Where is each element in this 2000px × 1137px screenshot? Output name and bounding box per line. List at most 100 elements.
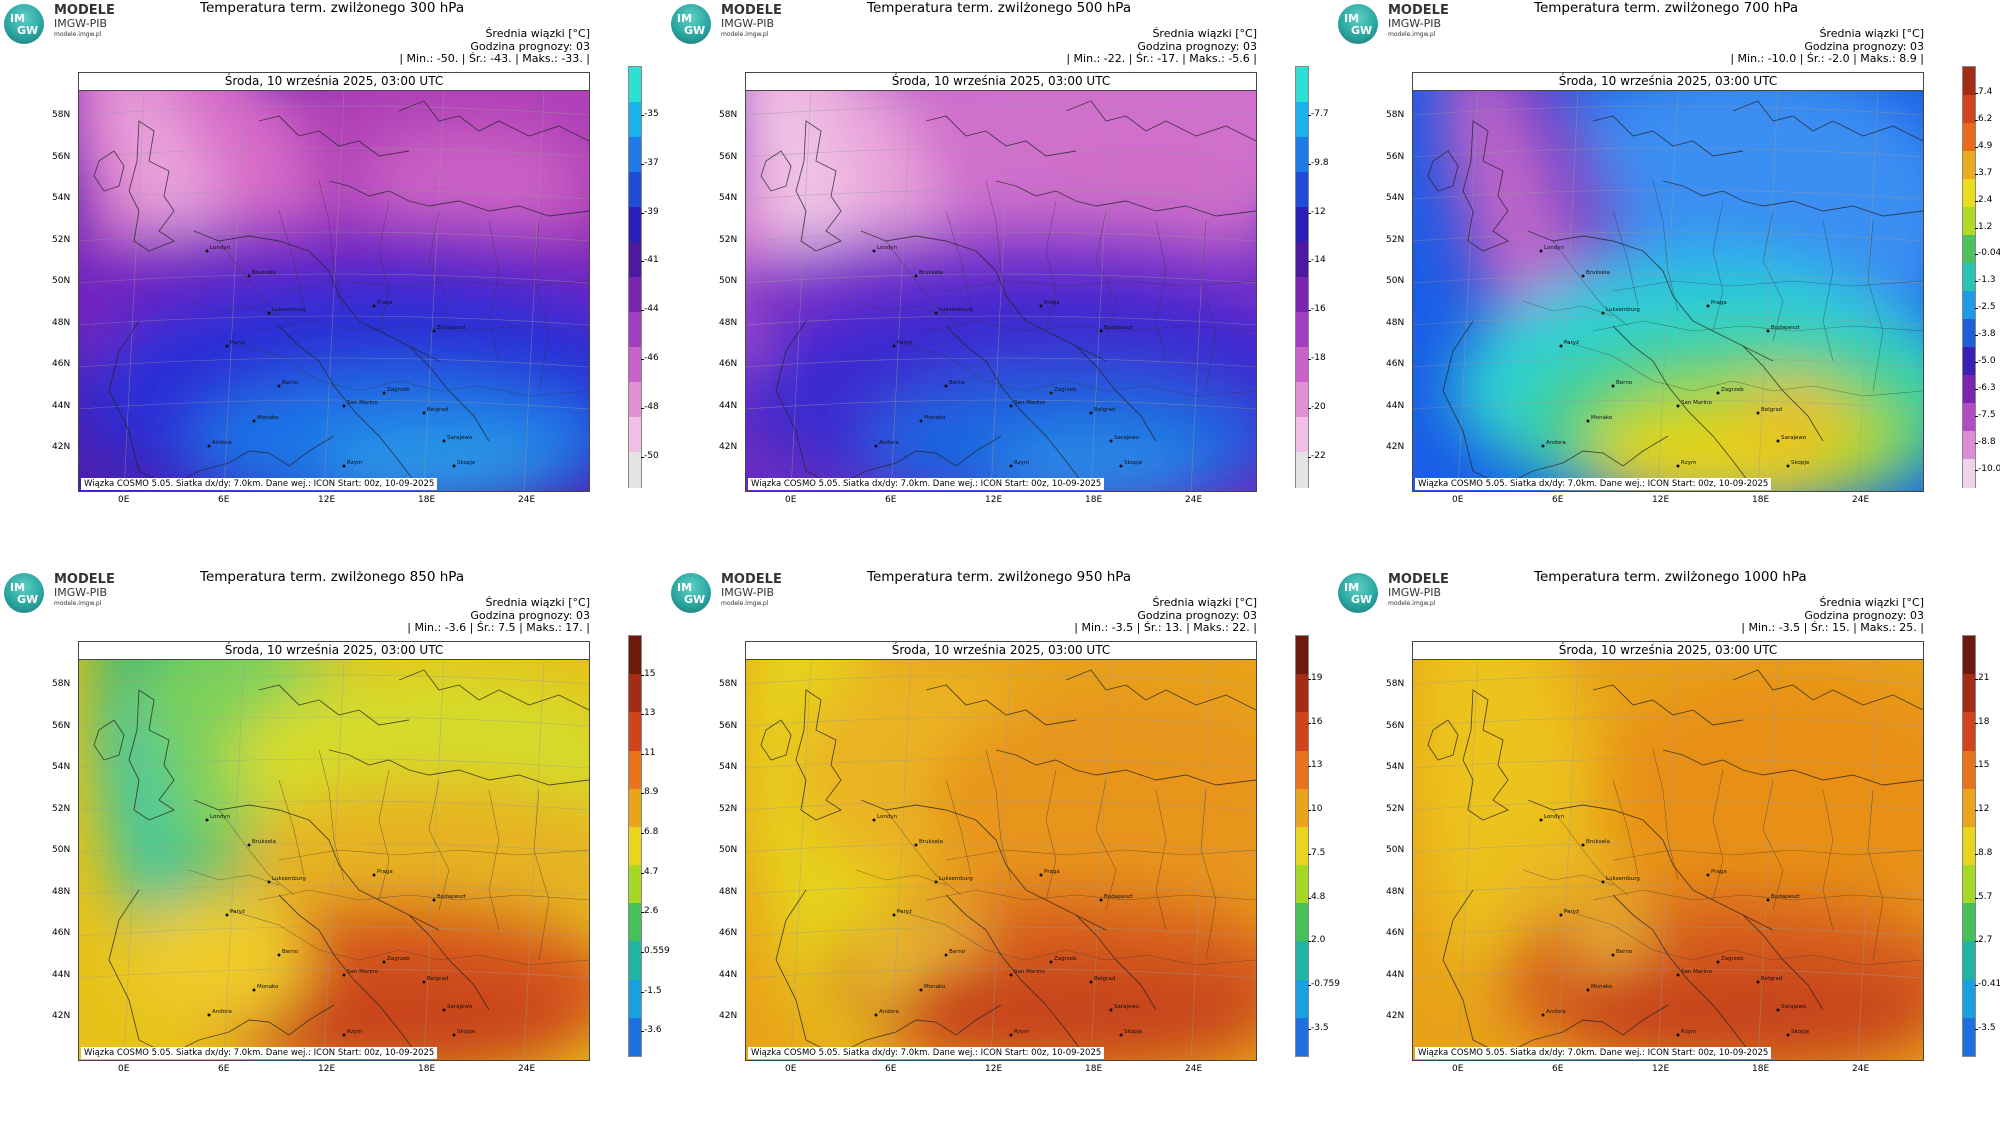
city-marker bbox=[207, 444, 211, 448]
city-label: Luksemburg bbox=[1606, 307, 1640, 313]
colorbar-label: -22 bbox=[1311, 450, 1326, 461]
colorbar-label: 15 bbox=[644, 668, 656, 679]
colorbar-label: 4.8 bbox=[1311, 891, 1326, 902]
map-area[interactable]: Londyn Bruksela Luksemburg Paryż Praga Budape… bbox=[746, 91, 1256, 491]
logo-url[interactable]: modele.imgw.pl bbox=[54, 31, 102, 38]
city-marker bbox=[207, 1013, 211, 1017]
city-label: Paryż bbox=[1564, 909, 1579, 915]
colorbar-segment bbox=[1963, 712, 1975, 752]
colorbar-tick bbox=[641, 1031, 644, 1033]
colorbar-segment bbox=[1963, 151, 1975, 180]
colorbar-tick bbox=[641, 114, 644, 116]
latitude-label: 54N bbox=[1386, 762, 1405, 772]
city-marker bbox=[372, 304, 376, 308]
colorbar-label: 10 bbox=[1311, 804, 1323, 814]
city-label: Skopje bbox=[1124, 1029, 1143, 1035]
latitude-label: 52N bbox=[1386, 234, 1405, 245]
latitude-label: 52N bbox=[719, 234, 738, 245]
map-frame: Środa, 10 września 2025, 03:00 UTC Londyn… bbox=[1412, 641, 1924, 1061]
colorbar-segment bbox=[1296, 67, 1308, 103]
latitude-label: 42N bbox=[52, 442, 71, 452]
colorbar-segment bbox=[1296, 712, 1308, 752]
city-marker bbox=[252, 988, 256, 992]
colorbar-tick bbox=[1308, 456, 1311, 458]
min-mean-max: | Min.: -3.5 | Śr.: 15. | Maks.: 25. | bbox=[1741, 621, 1924, 634]
logo-url[interactable]: modele.imgw.pl bbox=[721, 31, 769, 38]
temperature-map[interactable]: Londyn Bruksela Luksemburg Paryż Praga Budape… bbox=[79, 660, 589, 1060]
lat-lon-grid bbox=[79, 660, 589, 1060]
city-label: Bruksela bbox=[252, 270, 276, 276]
colorbar bbox=[1962, 66, 1976, 488]
latitude-label: 56N bbox=[1386, 720, 1405, 731]
map-area[interactable]: Londyn Bruksela Luksemburg Paryż Praga Budape… bbox=[1413, 660, 1923, 1060]
city-label: Rzym bbox=[1014, 1029, 1029, 1035]
latitude-label: 52N bbox=[719, 803, 738, 814]
logo-badge: IM GW bbox=[671, 573, 711, 613]
logo-url[interactable]: modele.imgw.pl bbox=[1388, 31, 1436, 38]
city-marker bbox=[1009, 464, 1013, 468]
latitude-label: 44N bbox=[52, 400, 71, 411]
city-marker bbox=[1601, 311, 1605, 315]
colorbar-segment bbox=[629, 102, 641, 138]
logo-org: IMGW-PIB bbox=[54, 586, 108, 599]
colorbar-segment bbox=[1296, 417, 1308, 453]
colorbar-segment bbox=[1296, 1017, 1308, 1057]
colorbar-segment bbox=[629, 172, 641, 208]
map-area[interactable]: Londyn Bruksela Luksemburg Paryż Praga Budape… bbox=[746, 660, 1256, 1060]
colorbar-segment bbox=[1963, 941, 1975, 981]
temperature-map[interactable]: Londyn Bruksela Luksemburg Paryż Praga Budape… bbox=[79, 91, 589, 491]
city-label: Budapeszt bbox=[1104, 894, 1134, 900]
temperature-map[interactable]: Londyn Bruksela Luksemburg Paryż Praga Budape… bbox=[746, 660, 1256, 1060]
colorbar-segment bbox=[1963, 431, 1975, 460]
latitude-label: 44N bbox=[719, 969, 738, 980]
colorbar-tick bbox=[1308, 212, 1311, 214]
city-marker bbox=[277, 384, 281, 388]
country-borders bbox=[855, 749, 1256, 966]
city-label: Andora bbox=[879, 1009, 899, 1015]
temperature-map[interactable]: Londyn Bruksela Luksemburg Paryż Praga Budape… bbox=[1413, 91, 1923, 491]
logo-url[interactable]: modele.imgw.pl bbox=[54, 600, 102, 607]
colorbar-tick bbox=[1975, 678, 1978, 680]
lat-lon-grid bbox=[1413, 91, 1923, 491]
map-frame: Środa, 10 września 2025, 03:00 UTC Londyn… bbox=[78, 72, 590, 492]
map-area[interactable]: Londyn Bruksela Luksemburg Paryż Praga Budape… bbox=[1413, 91, 1923, 491]
colorbar bbox=[1295, 635, 1309, 1057]
temperature-map[interactable]: Londyn Bruksela Luksemburg Paryż Praga Budape… bbox=[746, 91, 1256, 491]
temperature-map[interactable]: Londyn Bruksela Luksemburg Paryż Praga Budape… bbox=[1413, 660, 1923, 1060]
model-footer: Wiązka COSMO 5.05. Siatka dx/dy: 7.0km. … bbox=[81, 1047, 438, 1059]
city-marker bbox=[919, 419, 923, 423]
map-area[interactable]: Londyn Bruksela Luksemburg Paryż Praga Budape… bbox=[79, 91, 589, 491]
colorbar-tick bbox=[1975, 173, 1978, 175]
city-label: San Marino bbox=[1681, 400, 1712, 406]
logo-url[interactable]: modele.imgw.pl bbox=[721, 600, 769, 607]
colorbar-tick bbox=[641, 872, 644, 874]
logo-badge-top: IM bbox=[677, 581, 693, 594]
colorbar-segment bbox=[1963, 403, 1975, 432]
map-area[interactable]: Londyn Bruksela Luksemburg Paryż Praga Budape… bbox=[79, 660, 589, 1060]
city-marker bbox=[1676, 1033, 1680, 1037]
logo-name: MODELE bbox=[54, 3, 115, 18]
city-marker bbox=[1676, 973, 1680, 977]
colorbar-label: 16 bbox=[1311, 716, 1323, 727]
city-label: Praga bbox=[1711, 300, 1727, 306]
coastlines bbox=[760, 100, 1256, 487]
colorbar-label: -46 bbox=[644, 353, 659, 364]
city-marker bbox=[1559, 344, 1563, 348]
colorbar-segment bbox=[629, 826, 641, 866]
colorbar-segment bbox=[1296, 172, 1308, 208]
city-label: Luksemburg bbox=[939, 876, 973, 882]
city-marker bbox=[247, 274, 251, 278]
city-marker bbox=[1776, 439, 1780, 443]
latitude-label: 52N bbox=[52, 234, 71, 245]
logo-url[interactable]: modele.imgw.pl bbox=[1388, 600, 1436, 607]
longitude-label: 12E bbox=[318, 495, 336, 505]
logo-badge-bottom: GW bbox=[1351, 24, 1373, 37]
city-label: Luksemburg bbox=[939, 307, 973, 313]
colorbar-label: -0.412 bbox=[1978, 979, 2000, 989]
colorbar-tick bbox=[1975, 254, 1978, 256]
city-marker bbox=[342, 464, 346, 468]
city-marker bbox=[342, 973, 346, 977]
city-label: Londyn bbox=[1544, 814, 1565, 820]
colorbar-tick bbox=[1975, 897, 1978, 899]
colorbar-tick bbox=[641, 163, 644, 165]
